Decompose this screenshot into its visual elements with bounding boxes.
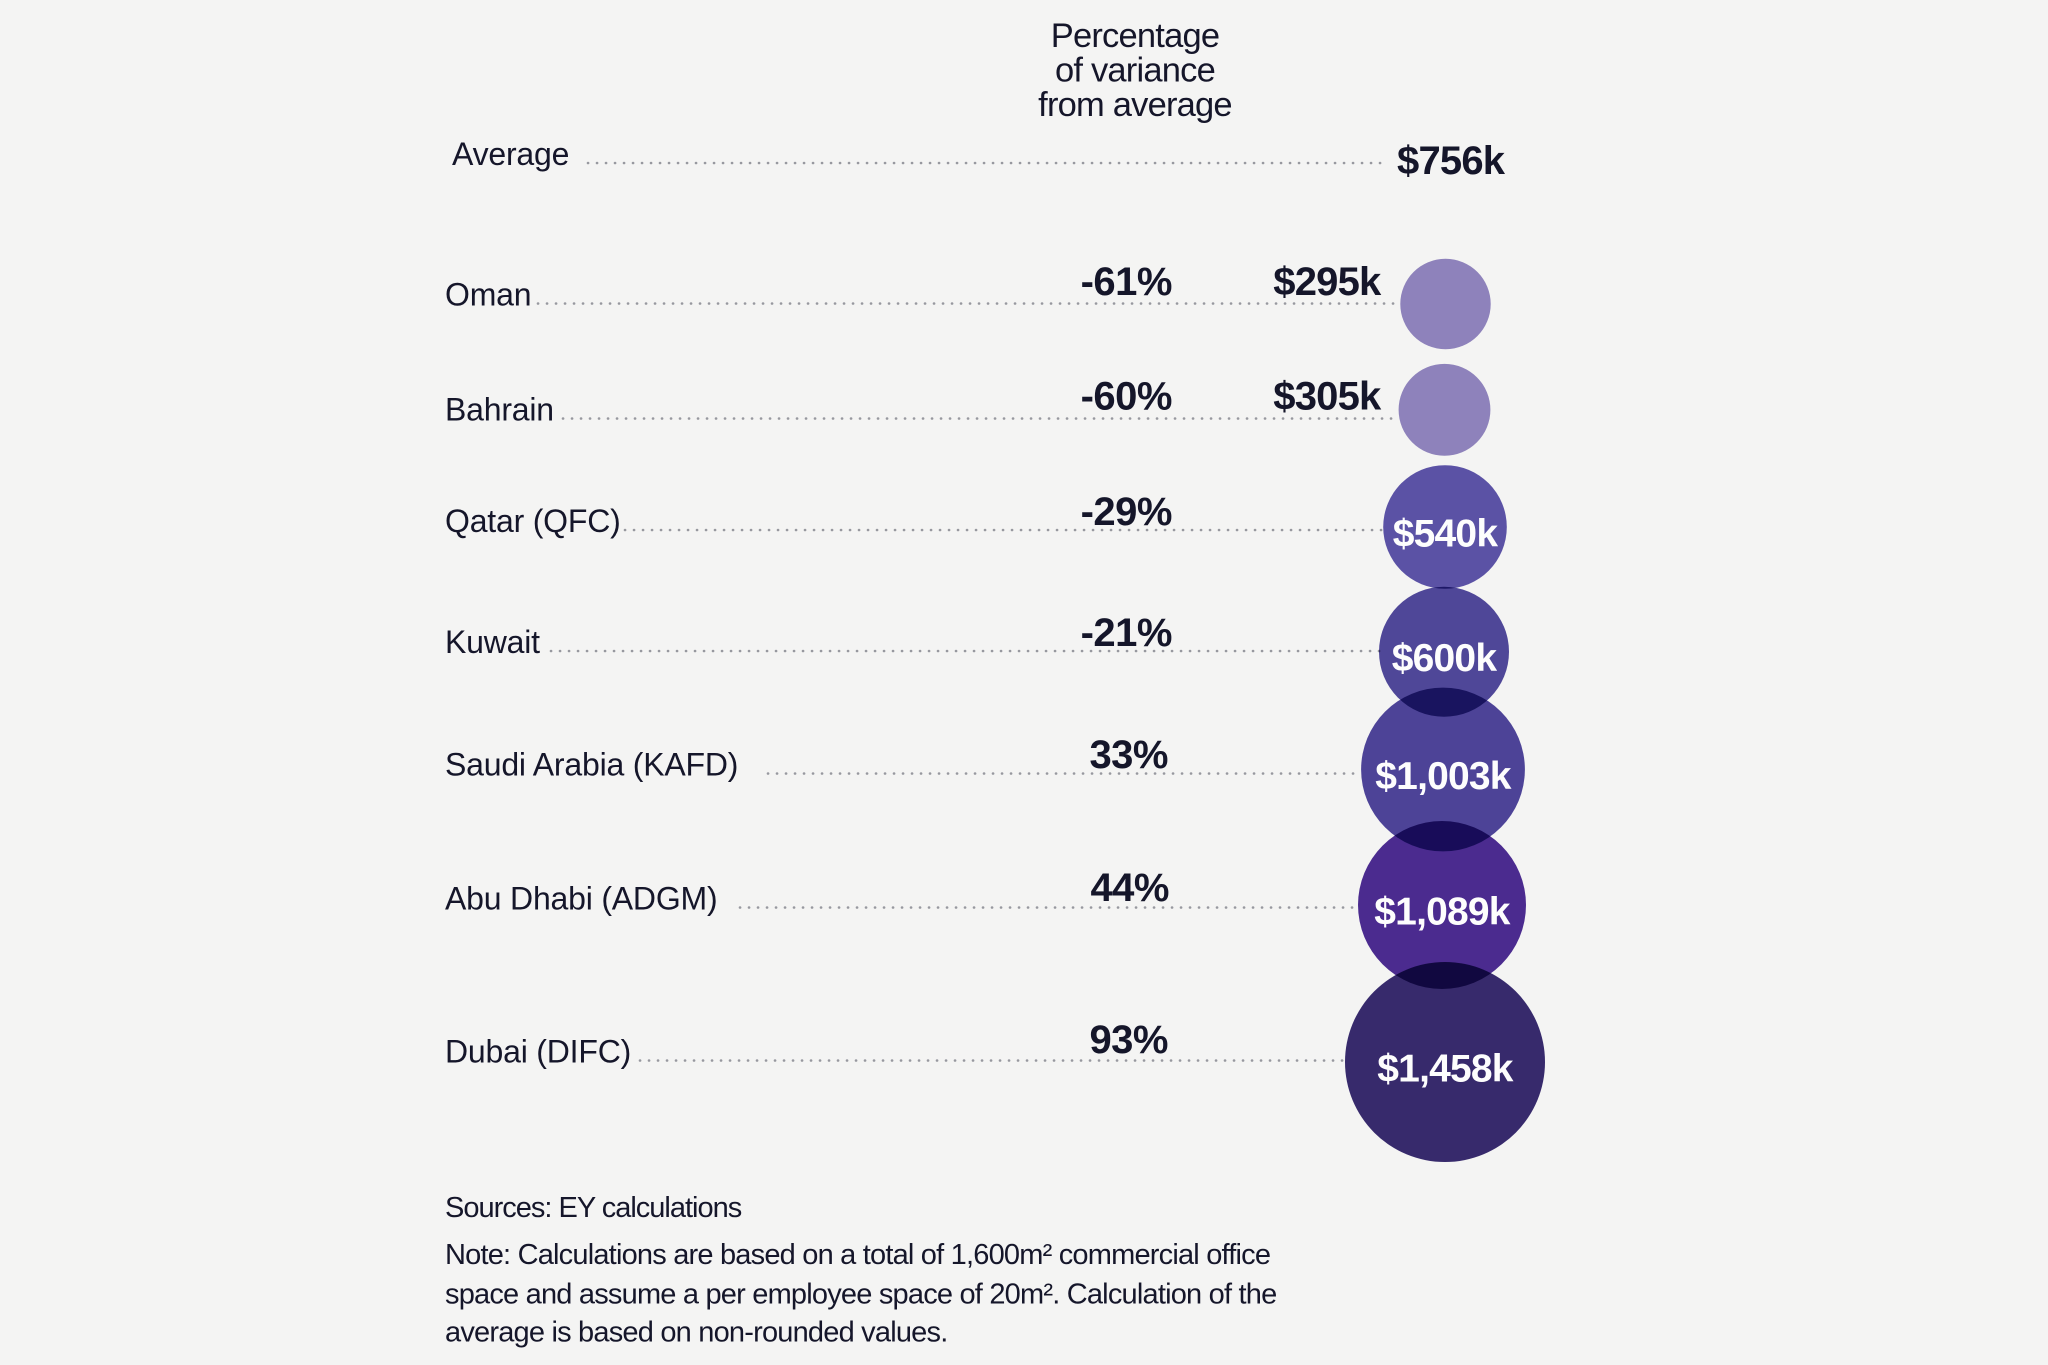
svg-text:-61%: -61% [1081, 260, 1172, 304]
svg-text:33%: 33% [1089, 733, 1168, 777]
svg-text:Average: Average [452, 136, 569, 172]
svg-text:Note: Calculations are based o: Note: Calculations are based on a total … [445, 1239, 1270, 1271]
svg-text:Qatar (QFC): Qatar (QFC) [445, 503, 621, 539]
svg-text:$540k: $540k [1393, 513, 1499, 556]
svg-text:-29%: -29% [1081, 490, 1172, 534]
svg-text:-60%: -60% [1081, 375, 1172, 419]
svg-text:of variance: of variance [1055, 52, 1215, 90]
svg-text:Bahrain: Bahrain [445, 392, 554, 428]
svg-text:93%: 93% [1089, 1018, 1168, 1062]
svg-text:$1,003k: $1,003k [1375, 755, 1511, 798]
svg-text:$305k: $305k [1273, 375, 1382, 419]
svg-text:44%: 44% [1090, 866, 1169, 910]
svg-text:space and assume a per employe: space and assume a per employee space of… [445, 1279, 1276, 1311]
svg-text:Saudi Arabia (KAFD): Saudi Arabia (KAFD) [445, 747, 738, 783]
svg-text:average is based on non-rounde: average is based on non-rounded values. [445, 1317, 947, 1349]
svg-text:Percentage: Percentage [1051, 17, 1219, 55]
svg-text:Kuwait: Kuwait [445, 624, 540, 660]
svg-text:$295k: $295k [1273, 260, 1382, 304]
svg-text:$600k: $600k [1392, 637, 1498, 680]
svg-text:$756k: $756k [1397, 139, 1506, 183]
svg-text:-21%: -21% [1081, 611, 1172, 655]
svg-text:Sources: EY calculations: Sources: EY calculations [445, 1192, 742, 1224]
svg-text:$1,458k: $1,458k [1377, 1048, 1513, 1091]
svg-text:$1,089k: $1,089k [1374, 891, 1510, 934]
svg-text:Dubai (DIFC): Dubai (DIFC) [445, 1034, 631, 1070]
svg-text:Abu Dhabi (ADGM): Abu Dhabi (ADGM) [445, 881, 717, 917]
svg-text:Oman: Oman [445, 277, 531, 313]
svg-text:from average: from average [1038, 86, 1232, 124]
